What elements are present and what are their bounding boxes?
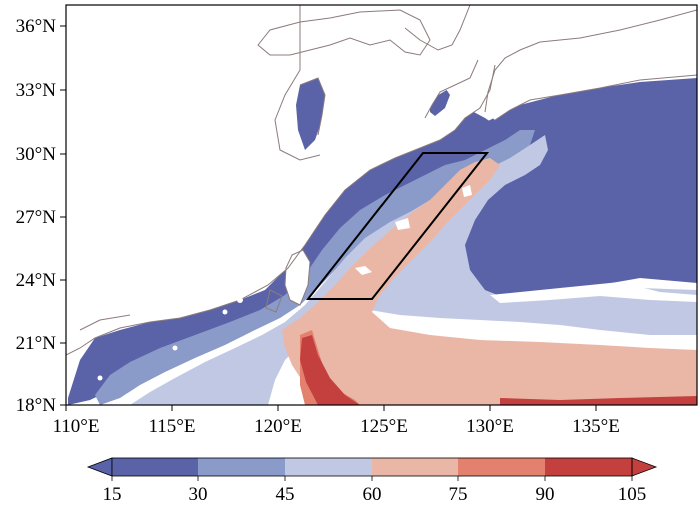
shading-60-75 [282,158,697,405]
colorbar-segment-75-90 [458,458,545,476]
colorbar-extend-low [86,457,113,477]
coastlines [66,5,697,356]
lon-tick-label: 110°E [53,416,100,437]
colorbar-tick-label: 90 [536,484,555,505]
map-area [66,5,697,405]
colorbar-segment-60-75 [372,458,458,476]
land-japan [470,5,697,120]
lon-tick-label: 130°E [466,416,514,437]
shading-30-45 [95,130,535,405]
lat-tick-label: 33°N [16,80,57,101]
lat-tick-label: 27°N [16,207,57,228]
shading-45-60 [130,135,697,405]
lat-tick-label: 36°N [16,16,57,37]
masked-gaps [97,185,697,381]
colorbar-tick-label: 75 [449,484,468,505]
lon-tick-label: 125°E [360,416,408,437]
colorbar: 15 30 45 60 75 90 105 [86,457,658,505]
colorbar-tick-label: 45 [276,484,295,505]
map-frame [65,4,698,406]
colorbar-segment-45-60 [285,458,372,476]
lat-tick-label: 18°N [16,395,57,416]
colorbar-tick-label: 105 [618,484,647,505]
lon-tick-label: 135°E [572,416,620,437]
lon-tick-label: 120°E [254,416,302,437]
colorbar-segment-90-105 [545,458,632,476]
colorbar-extend-high [631,457,658,477]
lat-tick-label: 21°N [16,333,57,354]
lon-ticks [65,405,597,411]
shading-15-30-coast [68,110,520,405]
lat-tick-label: 24°N [16,270,57,291]
shading-90-105 [300,335,360,405]
shading-15-30-yellowsea [296,78,325,150]
shading-90-105-south [500,396,697,405]
colorbar-segment-30-45 [198,458,285,476]
lat-ticks [60,25,66,406]
colorbar-tick-label: 60 [363,484,382,505]
lat-tick-label: 30°N [16,144,57,165]
colorbar-segment-15-30 [112,458,198,476]
analysis-box [305,152,490,300]
lon-tick-label: 115°E [149,416,196,437]
land-china [66,5,495,355]
land-korea [300,5,478,140]
colorbar-tick-label: 15 [103,484,122,505]
colorbar-tick-label: 30 [189,484,208,505]
